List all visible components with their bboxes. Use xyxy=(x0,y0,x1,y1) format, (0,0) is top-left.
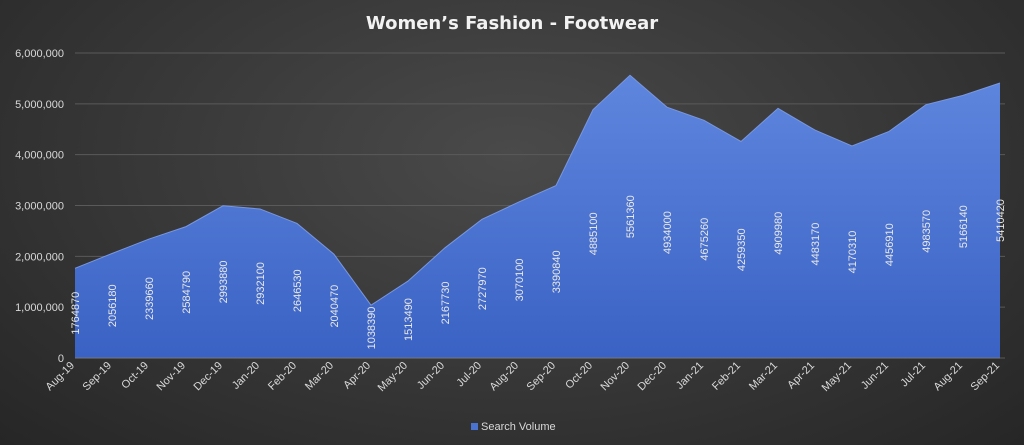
data-label: 4456910 xyxy=(884,223,896,266)
x-tick-label: Feb-20 xyxy=(266,360,299,393)
x-tick-label: Sep-19 xyxy=(81,360,115,394)
data-label: 2993880 xyxy=(218,260,230,303)
data-label: 4675260 xyxy=(699,218,711,261)
data-label: 4885100 xyxy=(588,212,600,255)
x-tick-label: Sep-20 xyxy=(525,360,559,394)
legend-label-search-volume: Search Volume xyxy=(481,421,556,433)
x-tick-label: Mar-21 xyxy=(747,360,780,393)
x-tick-label: May-21 xyxy=(820,360,854,394)
x-tick-label: Nov-19 xyxy=(155,360,189,394)
x-tick-label: Nov-20 xyxy=(599,360,633,394)
data-label: 4259350 xyxy=(736,228,748,271)
data-label: 2339660 xyxy=(144,277,156,320)
data-label: 1038390 xyxy=(366,307,378,350)
x-tick-label: Oct-20 xyxy=(563,360,595,392)
plot-area xyxy=(74,74,1001,358)
x-tick-label: May-20 xyxy=(376,360,410,394)
data-label: 5410420 xyxy=(995,199,1007,242)
x-tick-label: Jul-21 xyxy=(898,360,928,390)
data-label: 2584790 xyxy=(181,271,193,314)
data-label: 1764870 xyxy=(70,292,82,335)
data-label: 4483170 xyxy=(810,223,822,266)
x-tick-label: Aug-20 xyxy=(488,360,522,394)
data-label: 5561360 xyxy=(625,195,637,238)
y-tick-label: 1,000,000 xyxy=(15,302,64,314)
x-tick-label: Apr-21 xyxy=(785,360,817,392)
y-tick-label: 0 xyxy=(58,353,64,365)
y-tick-label: 2,000,000 xyxy=(15,251,64,263)
y-tick-label: 3,000,000 xyxy=(15,201,64,213)
y-axis: 0 1,000,000 2,000,000 3,000,000 4,000,000 5,0… xyxy=(15,48,64,365)
data-labels: 1764870 2056180 2339660 2584790 2993880 29321… xyxy=(70,195,1007,349)
data-label: 2727970 xyxy=(477,267,489,310)
data-label: 2056180 xyxy=(107,284,119,327)
x-tick-label: Apr-20 xyxy=(341,360,373,392)
data-label: 5166140 xyxy=(958,205,970,248)
data-label: 2167730 xyxy=(440,281,452,324)
data-label: 1513490 xyxy=(403,298,415,341)
data-label: 3390840 xyxy=(551,250,563,293)
legend-swatch-search-volume xyxy=(471,423,478,430)
x-tick-label: Feb-21 xyxy=(710,360,743,393)
x-axis: Aug-19 Sep-19 Oct-19 Nov-19 Dec-19 Jan-20 Feb-… xyxy=(44,357,1003,394)
x-tick-label: Jul-20 xyxy=(454,360,484,390)
chart-title: Women’s Fashion - Footwear xyxy=(366,13,658,34)
x-tick-label: Aug-21 xyxy=(932,360,966,394)
data-label: 4909980 xyxy=(773,212,785,255)
x-tick-label: Sep-21 xyxy=(969,360,1003,394)
y-tick-label: 6,000,000 xyxy=(15,48,64,60)
series-line-search-volume xyxy=(74,74,1001,306)
y-tick-label: 5,000,000 xyxy=(15,99,64,111)
x-tick-label: Dec-19 xyxy=(192,360,226,394)
x-tick-label: Jan-21 xyxy=(674,360,706,392)
y-tick-label: 4,000,000 xyxy=(15,150,64,162)
data-label: 2040470 xyxy=(329,285,341,328)
data-label: 2932100 xyxy=(255,262,267,305)
series-area-search-volume xyxy=(75,75,1000,358)
data-label: 2646530 xyxy=(292,269,304,312)
x-tick-label: Jan-20 xyxy=(230,360,262,392)
x-tick-label: Jun-20 xyxy=(415,360,447,392)
x-tick-label: Mar-20 xyxy=(303,360,336,393)
legend: Search Volume xyxy=(471,421,556,433)
data-label: 3070100 xyxy=(514,259,526,302)
x-tick-label: Oct-19 xyxy=(119,360,151,392)
data-label: 4934000 xyxy=(662,211,674,254)
data-label: 4983570 xyxy=(921,210,933,253)
x-tick-label: Dec-20 xyxy=(636,360,670,394)
data-label: 4170310 xyxy=(847,231,859,274)
x-tick-label: Jun-21 xyxy=(859,360,891,392)
